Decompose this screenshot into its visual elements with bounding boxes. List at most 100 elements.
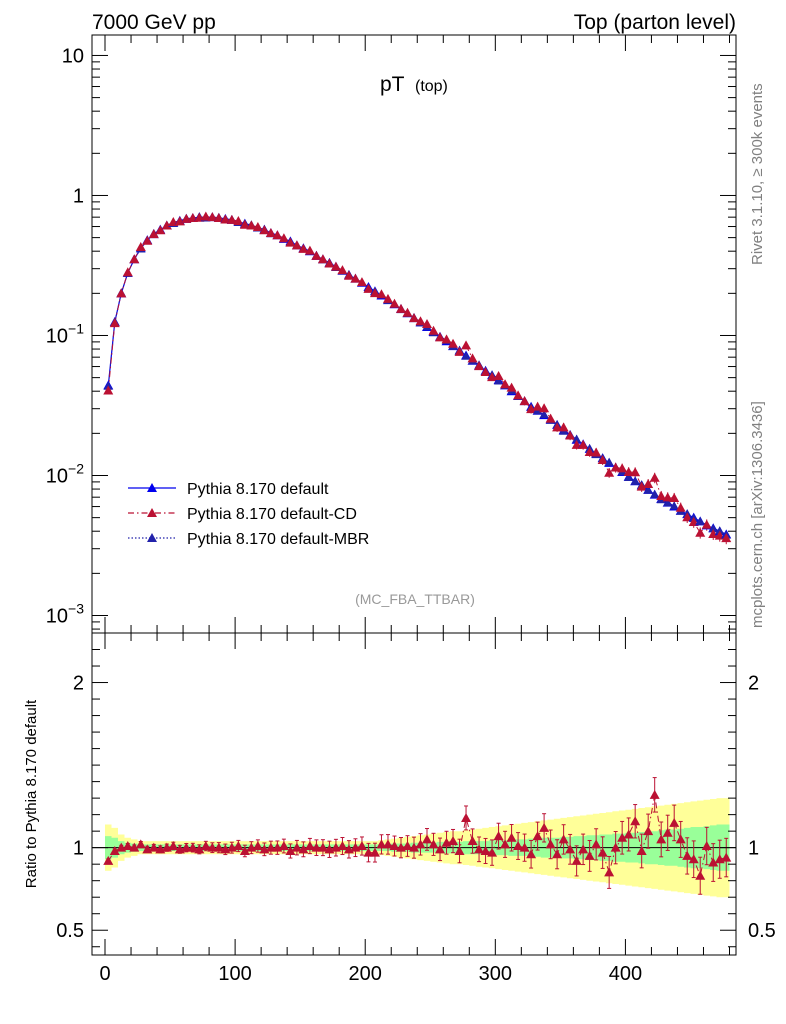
point-mbr xyxy=(461,351,471,360)
ratio-point-cd xyxy=(135,839,146,849)
point-cd xyxy=(500,379,511,389)
ratio-point-cd xyxy=(356,841,367,851)
main-ytick-label: 10 xyxy=(62,45,84,67)
xtick-label: 300 xyxy=(479,963,512,985)
ratio-ylabel: Ratio to Pythia 8.170 default xyxy=(23,699,40,888)
legend-marker xyxy=(147,508,157,517)
point-cd xyxy=(409,313,419,323)
ratio-point-cd xyxy=(519,842,530,852)
point-cd xyxy=(213,213,224,223)
ratio-point-cd xyxy=(213,842,224,852)
point-mbr xyxy=(604,457,614,466)
point-cd xyxy=(539,403,550,413)
plot-title-main: pT xyxy=(380,73,405,96)
plot-title: pT (top) xyxy=(380,73,448,96)
ratio-point-cd xyxy=(500,839,511,849)
ratio-point-cd xyxy=(278,841,289,851)
point-cd xyxy=(708,528,719,538)
ratio-point-cd xyxy=(610,842,621,852)
point-cd xyxy=(259,225,270,235)
point-cd xyxy=(369,288,380,298)
ratio-point-cd xyxy=(539,822,550,832)
point-cd xyxy=(558,422,569,432)
point-mbr xyxy=(695,516,705,526)
point-cd xyxy=(669,493,680,503)
point-cd xyxy=(565,430,576,440)
ratio-point-cd xyxy=(252,841,263,851)
point-cd xyxy=(395,303,406,313)
legend: Pythia 8.170 default Pythia 8.170 default… xyxy=(128,481,369,548)
ratio-point-cd xyxy=(239,845,250,855)
ratio-ytick-label-right: 2 xyxy=(748,673,759,695)
point-cd xyxy=(363,283,374,293)
ratio-point-cd xyxy=(291,842,302,852)
point-cd xyxy=(617,463,628,473)
ratio-point-cd xyxy=(474,844,485,854)
ratio-point-cd xyxy=(168,841,179,851)
main-ytick-exp: −3 xyxy=(68,601,84,617)
main-ytick-label: 10−1 xyxy=(46,320,84,347)
xtick-label: 400 xyxy=(609,963,642,985)
ratio-panel: 0 100 200 300 400 2 2 1 1 0.5 0.5 Ratio to Pythia … xyxy=(23,632,776,985)
ratio-point-cd xyxy=(298,844,309,854)
point-mbr xyxy=(572,434,582,443)
point-mbr xyxy=(715,526,725,535)
point-cd xyxy=(441,334,452,344)
point-cd xyxy=(116,288,127,298)
ratio-point-cd xyxy=(422,834,433,844)
point-cd xyxy=(591,447,602,457)
point-cd xyxy=(623,467,634,477)
legend-marker xyxy=(147,533,157,542)
ratio-point-cd xyxy=(584,850,595,860)
point-cd xyxy=(493,370,504,380)
ratio-point-cd xyxy=(636,845,647,855)
point-cd xyxy=(461,340,472,350)
point-mbr xyxy=(494,376,504,385)
point-cd xyxy=(200,211,211,221)
point-cd xyxy=(252,221,263,231)
xtick-label: 200 xyxy=(349,963,382,985)
point-cd xyxy=(610,462,621,472)
rivet-label: Rivet 3.1.10, ≥ 300k events xyxy=(749,83,766,265)
xtick-label: 100 xyxy=(218,963,251,985)
ratio-point-cd xyxy=(649,789,660,799)
point-cd xyxy=(428,325,439,335)
ratio-point-cd xyxy=(129,842,140,852)
ratio-point-cd xyxy=(669,817,680,827)
point-cd xyxy=(239,219,250,229)
ratio-point-cd xyxy=(233,841,244,851)
point-cd xyxy=(129,254,140,264)
ratio-point-cd xyxy=(265,842,276,852)
ratio-point-cd xyxy=(122,841,133,851)
ratio-point-cd xyxy=(187,842,198,852)
ratio-point-cd xyxy=(148,842,159,852)
ratio-point-cd xyxy=(545,839,556,849)
ratio-point-cd xyxy=(369,847,380,857)
ratio-point-cd xyxy=(337,841,348,851)
main-ytick-label: 1 xyxy=(73,185,84,207)
point-cd xyxy=(311,250,322,260)
point-cd xyxy=(448,338,459,348)
point-cd xyxy=(207,212,218,222)
point-cd xyxy=(109,318,120,328)
ratio-marks xyxy=(103,777,732,895)
point-cd xyxy=(376,289,387,299)
point-mbr xyxy=(630,476,640,485)
point-cd xyxy=(161,220,172,230)
main-marks xyxy=(103,211,732,545)
ratio-point-cd xyxy=(597,847,608,857)
ratio-point-cd xyxy=(565,844,576,854)
ratio-point-cd xyxy=(376,839,387,849)
header-right: Top (parton level) xyxy=(574,11,736,34)
point-cd xyxy=(532,401,543,411)
point-cd xyxy=(135,242,146,252)
main-ytick-label: 10−3 xyxy=(46,601,84,628)
point-cd xyxy=(317,254,328,264)
legend-label: Pythia 8.170 default-MBR xyxy=(187,531,369,548)
point-cd xyxy=(526,404,537,414)
ratio-point-cd xyxy=(409,842,419,852)
ratio-point-cd xyxy=(435,844,446,854)
point-cd xyxy=(298,243,309,253)
